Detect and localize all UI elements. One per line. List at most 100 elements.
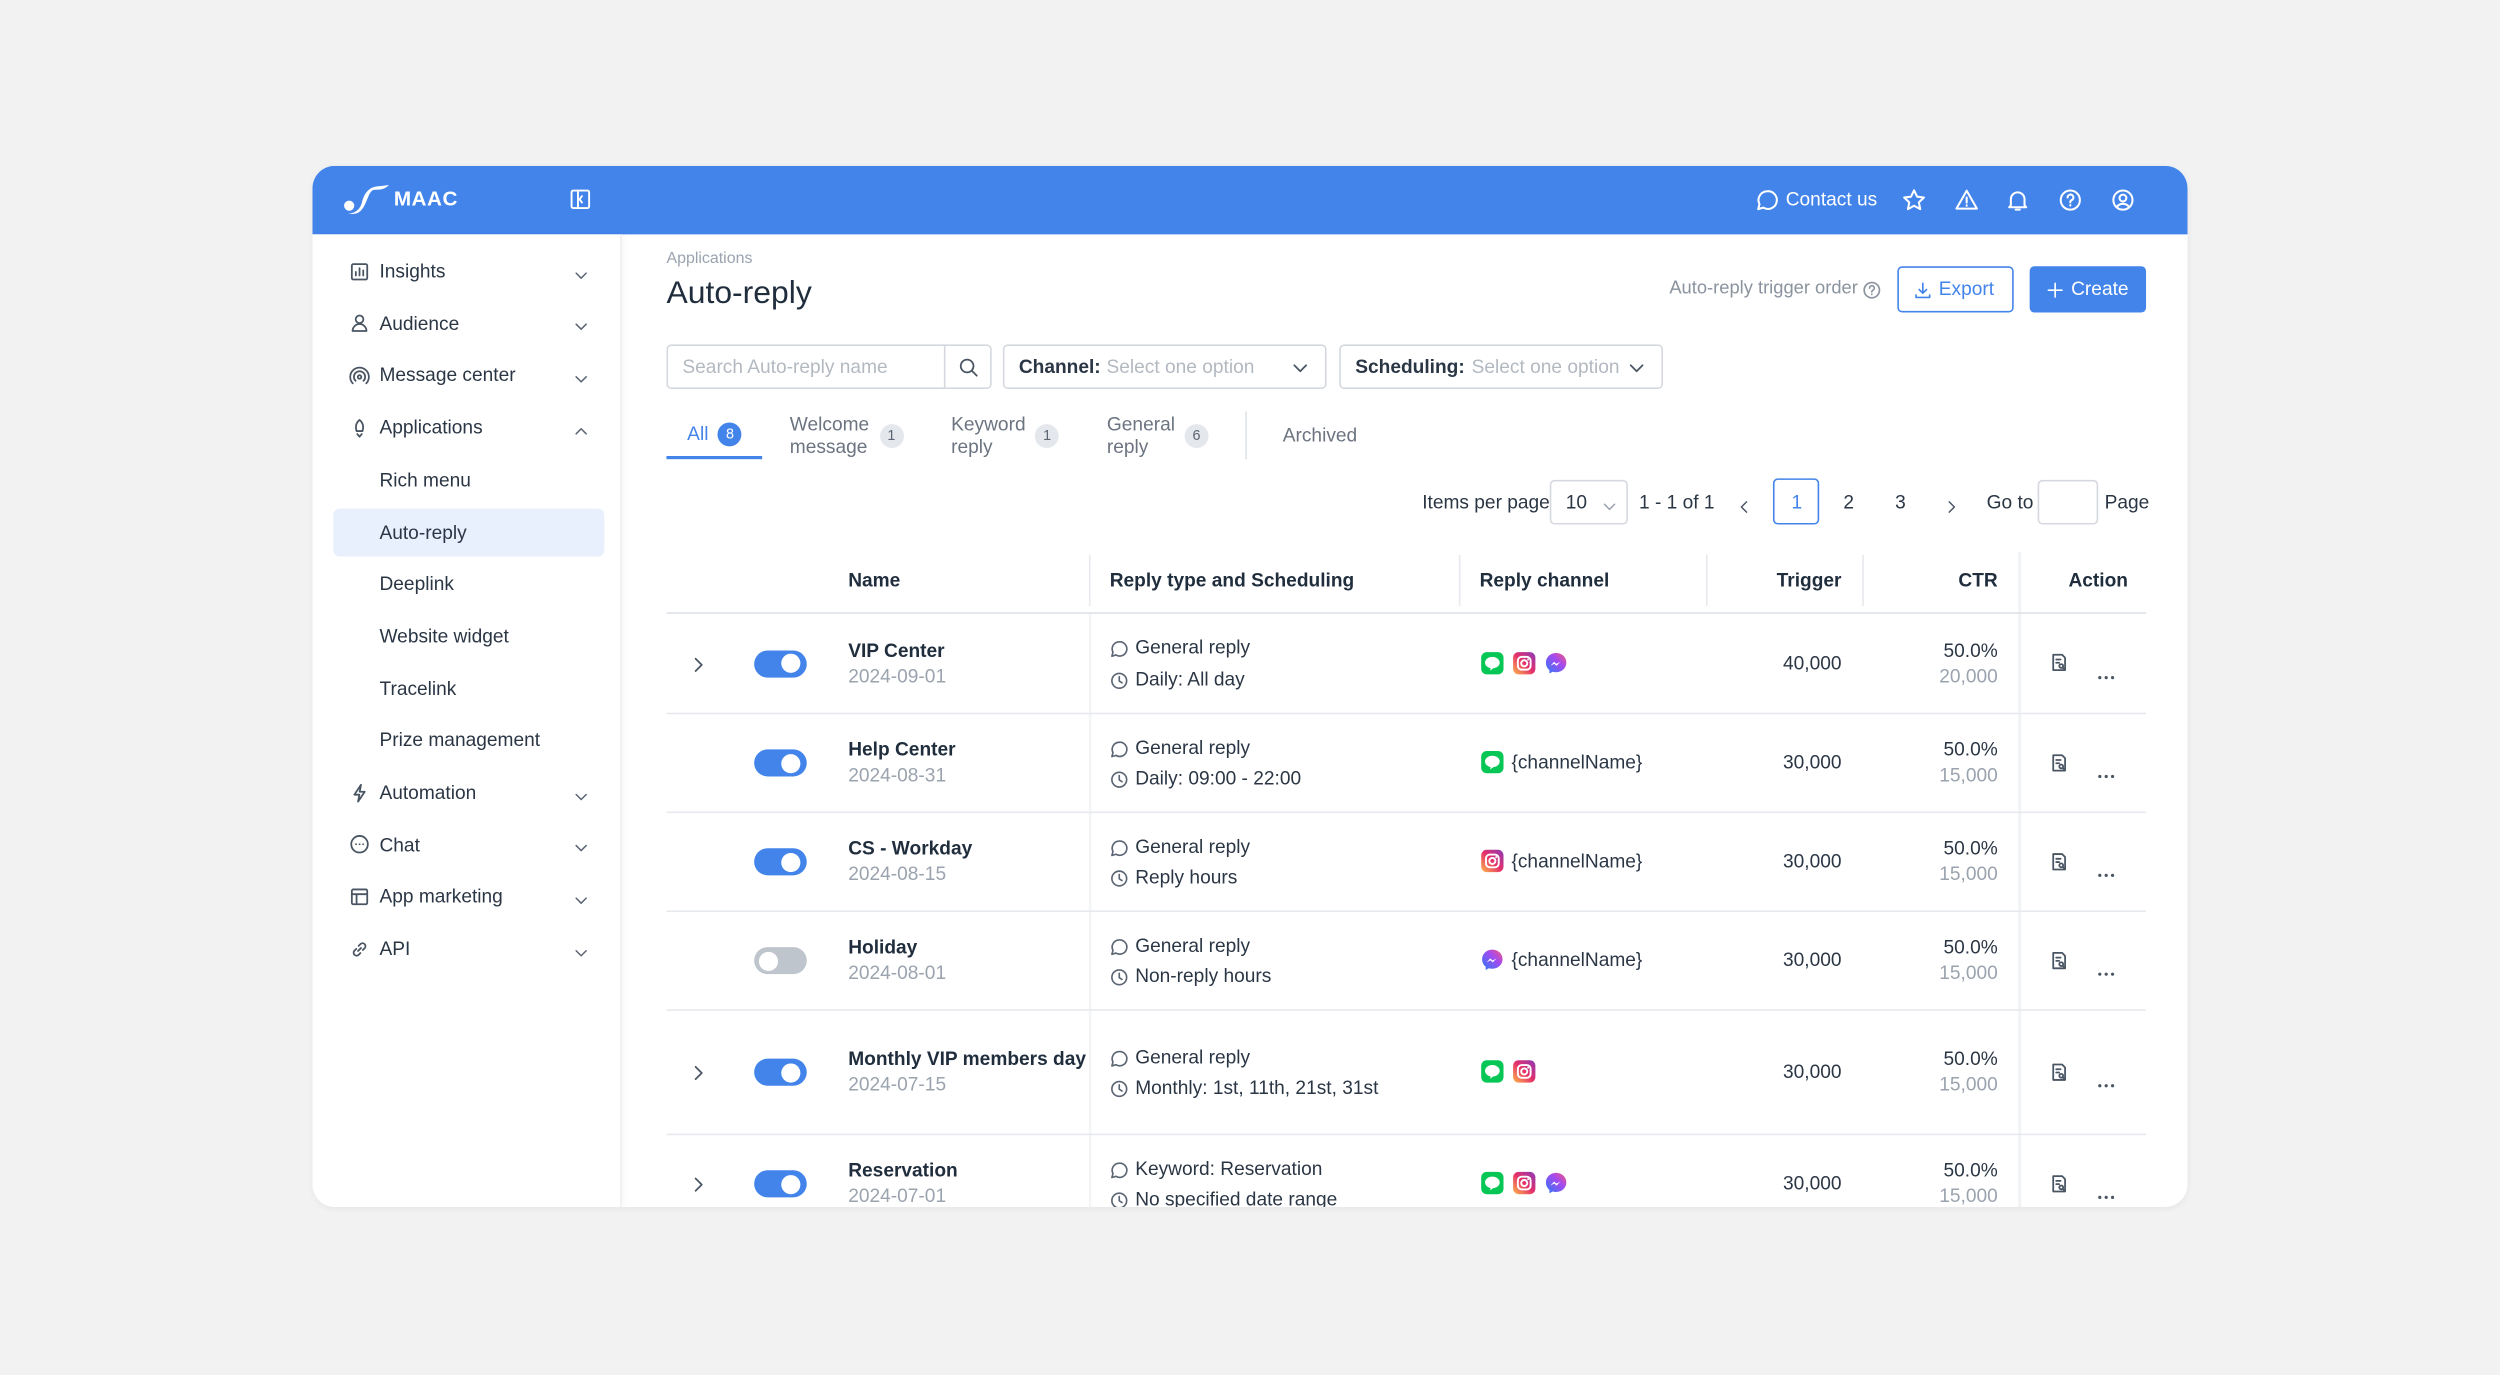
nav-chevron — [572, 419, 590, 437]
icon-part — [1111, 969, 1128, 986]
icon-part — [348, 366, 369, 385]
page-number[interactable]: 3 — [1895, 491, 1906, 514]
search-input[interactable] — [666, 344, 992, 390]
icon-part — [959, 357, 977, 376]
icon-part — [1520, 658, 1529, 667]
reply-type-icon — [1110, 638, 1129, 657]
icon-part — [1948, 501, 1956, 513]
more-button[interactable] — [2095, 759, 2117, 779]
contact-link[interactable]: Contact us — [1785, 188, 1878, 211]
goto-input[interactable] — [2037, 479, 2099, 525]
icon-part — [2098, 774, 2102, 779]
page-number[interactable]: 1 — [1791, 491, 1803, 514]
icon-part — [1481, 1171, 1504, 1195]
row-date: 2024-08-15 — [848, 862, 947, 885]
icon-part — [1545, 652, 1567, 673]
icon-part — [2057, 960, 2064, 967]
ctr-count: 15,000 — [1939, 763, 1998, 787]
nav-chevron — [572, 262, 590, 280]
tab-divider — [1245, 411, 1247, 460]
icon-part — [2047, 282, 2063, 298]
icon-part — [1111, 1080, 1128, 1098]
icon-part — [2054, 758, 2061, 764]
icon-part — [1516, 655, 1532, 670]
icon-part — [1111, 1192, 1128, 1207]
icon-part — [1602, 502, 1615, 510]
nav-item[interactable]: Message center — [379, 364, 516, 387]
nav-item[interactable]: Applications — [379, 416, 483, 439]
channel-select[interactable] — [1002, 344, 1327, 390]
export-label: Export — [1938, 277, 1995, 300]
channel-name: {channelName} — [1511, 849, 1643, 873]
icon-part — [2054, 955, 2061, 962]
messenger-icon — [1545, 651, 1567, 673]
more-button[interactable] — [2095, 659, 2117, 679]
tab[interactable]: Keyword reply 1 — [930, 411, 1079, 459]
icon-part — [1111, 640, 1128, 657]
nav-chevron — [572, 940, 590, 958]
icon-part — [1516, 1175, 1532, 1191]
icon-part — [2061, 666, 2065, 671]
trigger-order-link[interactable]: Auto-reply trigger order — [1669, 279, 1858, 299]
icon-part — [1902, 188, 1925, 210]
icon-part — [574, 271, 587, 279]
tab-label: Welcome message — [789, 412, 870, 458]
icon-part — [1520, 1179, 1529, 1188]
icon-part — [2051, 951, 2066, 969]
icon-part — [344, 200, 355, 211]
icon-part — [1118, 774, 1123, 783]
icon-part — [1740, 501, 1748, 513]
toggle-knob — [781, 852, 801, 872]
nav-item[interactable]: Chat — [379, 833, 420, 856]
icon-part — [574, 427, 587, 434]
icon-part — [2057, 861, 2064, 868]
messenger-icon — [1545, 1172, 1567, 1194]
tab[interactable]: General reply 6 — [1086, 411, 1229, 459]
icon-part — [2117, 192, 2127, 202]
icon-part — [1756, 189, 1778, 210]
schedule-icon — [1110, 669, 1129, 689]
page-number[interactable]: 2 — [1843, 491, 1855, 514]
trigger-count: 30,000 — [1782, 948, 1842, 971]
icon-part — [1488, 856, 1497, 865]
icon-part — [1481, 651, 1504, 674]
icon-part — [694, 657, 703, 672]
more-button[interactable] — [2095, 858, 2117, 877]
nav-item[interactable]: Automation — [379, 781, 477, 804]
icon-part — [1118, 675, 1123, 683]
more-button[interactable] — [2095, 957, 2117, 976]
tab[interactable]: All 8 — [666, 411, 763, 460]
icon-part — [2051, 653, 2066, 672]
nav-subitem[interactable]: Auto-reply — [379, 520, 467, 543]
icon-part — [2007, 190, 2027, 210]
nav-item[interactable]: Insights — [379, 259, 446, 283]
nav-subitem[interactable]: Tracelink — [379, 676, 457, 700]
ctr-count: 15,000 — [1939, 1073, 1998, 1096]
icon-part — [1111, 1161, 1128, 1178]
nav-subitem[interactable]: Rich menu — [379, 468, 471, 491]
nav-subitem[interactable]: Deeplink — [379, 572, 454, 596]
schedule: Monthly: 1st, 11th, 21st, 31st — [1135, 1076, 1379, 1099]
tab[interactable]: Welcome message 1 — [769, 411, 924, 459]
nav-subitem[interactable]: Prize management — [379, 729, 541, 752]
icon-part — [1481, 1060, 1504, 1083]
page-size-select[interactable] — [1549, 479, 1628, 525]
scheduling-select[interactable] — [1339, 344, 1663, 390]
nav-item[interactable]: App marketing — [379, 885, 503, 908]
icon-part — [2061, 963, 2065, 968]
row-name: VIP Center — [848, 638, 945, 661]
report-button — [2048, 851, 2069, 872]
more-button[interactable] — [2095, 1180, 2117, 1199]
export-button[interactable] — [1897, 266, 2014, 313]
nav-item[interactable]: Audience — [379, 312, 460, 335]
nav-subitem[interactable]: Website widget — [379, 624, 509, 648]
nav-item[interactable]: API — [379, 937, 411, 960]
tab-label: General reply — [1106, 412, 1175, 458]
line-icon — [1481, 1060, 1504, 1083]
ctr-count: 15,000 — [1939, 862, 1998, 885]
more-button[interactable] — [2095, 1068, 2117, 1088]
icon-part — [2061, 1075, 2065, 1080]
icon-part — [574, 323, 587, 331]
tab[interactable]: Archived — [1262, 411, 1378, 459]
